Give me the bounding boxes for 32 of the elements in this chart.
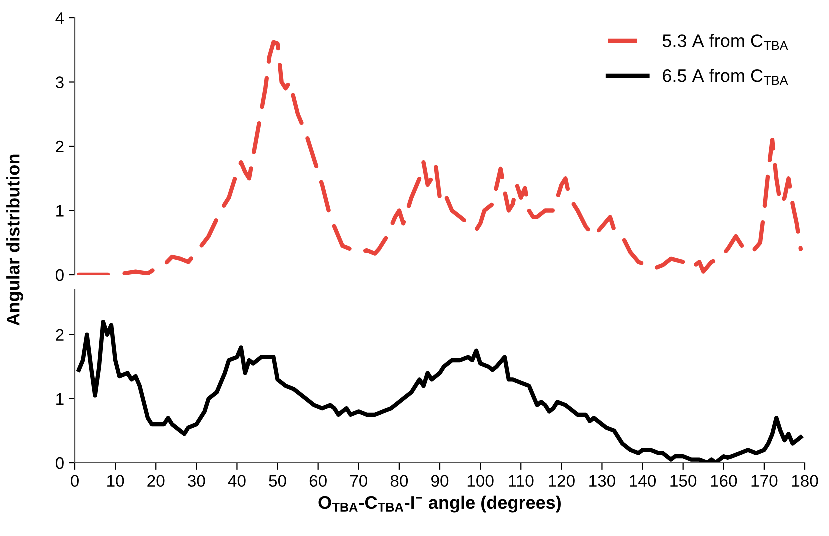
x-tick-label: 120 bbox=[549, 475, 575, 488]
y-tick-label: 1 bbox=[56, 394, 64, 405]
x-tick-label: 10 bbox=[108, 475, 124, 488]
x-tick-label: 130 bbox=[590, 475, 616, 488]
y-axis-title: Angular distribution bbox=[6, 154, 24, 326]
x-tick-label: 170 bbox=[752, 475, 778, 488]
legend-label: 5.3 A from C$_{TBA}$ bbox=[662, 34, 788, 50]
x-tick-label: 100 bbox=[468, 475, 494, 488]
y-tick-label: 0 bbox=[56, 457, 64, 470]
x-axis-title: O$_{TBA}$-C$_{TBA}$-I$^{−}$ angle (degrees) bbox=[318, 496, 561, 513]
y-tick-label: 1 bbox=[56, 205, 64, 217]
y-tick-label: 3 bbox=[56, 76, 64, 88]
x-tick-label: 30 bbox=[188, 475, 206, 488]
x-tick-label: 140 bbox=[630, 475, 656, 488]
y-tick-label: 0 bbox=[56, 269, 64, 282]
x-tick-label: 60 bbox=[310, 475, 327, 488]
line-series bbox=[76, 320, 804, 463]
x-tick-label: 20 bbox=[148, 475, 165, 488]
y-tick-label: 4 bbox=[56, 12, 64, 24]
x-tick-label: 70 bbox=[350, 475, 368, 488]
x-tick-label: 180 bbox=[792, 475, 818, 488]
x-tick-label: 50 bbox=[269, 475, 286, 488]
y-tick-label: 2 bbox=[56, 329, 64, 341]
x-tick-label: 0 bbox=[71, 475, 79, 488]
legend-label: 6.5 A from C$_{TBA}$ bbox=[663, 69, 788, 85]
x-tick-label: 150 bbox=[670, 475, 697, 488]
x-tick-label: 80 bbox=[390, 475, 408, 488]
y-tick-label: 2 bbox=[56, 140, 64, 153]
x-tick-label: 40 bbox=[228, 475, 246, 488]
x-tick-label: 90 bbox=[432, 475, 449, 488]
x-tick-label: 110 bbox=[509, 475, 534, 488]
x-tick-label: 160 bbox=[711, 475, 738, 488]
